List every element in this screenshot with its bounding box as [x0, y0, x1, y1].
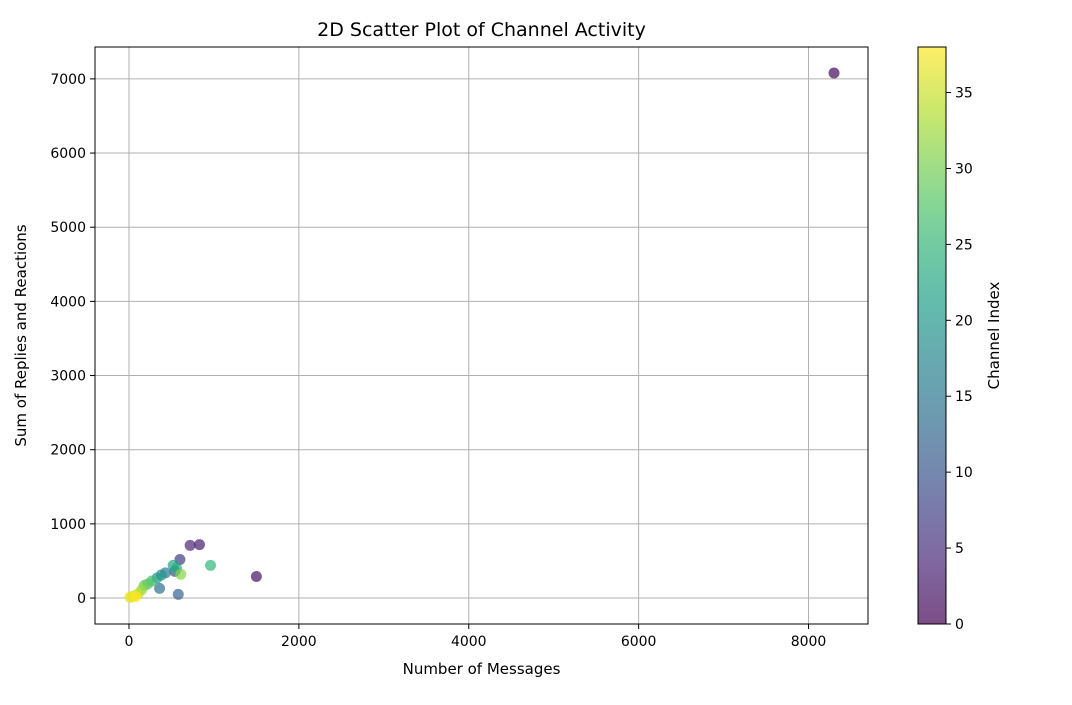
data-point — [175, 568, 187, 580]
y-axis: 0 1000 2000 3000 4000 5000 6000 7000 — [50, 72, 95, 607]
x-axis: 0 2000 4000 6000 8000 — [125, 624, 827, 650]
x-tick-label: 6000 — [621, 634, 657, 650]
chart-title: 2D Scatter Plot of Channel Activity — [317, 19, 646, 41]
colorbar-tick-label: 5 — [955, 541, 964, 557]
y-tick-label: 3000 — [50, 369, 86, 385]
plot-frame — [94, 46, 869, 625]
colorbar — [917, 46, 947, 625]
y-tick-label: 2000 — [50, 443, 86, 459]
colorbar-label: Channel Index — [985, 282, 1003, 390]
data-point — [250, 571, 262, 583]
x-tick-label: 4000 — [451, 634, 487, 650]
data-point — [154, 582, 166, 594]
colorbar-tick-label: 30 — [955, 161, 973, 177]
grid-lines — [95, 47, 868, 624]
y-tick-label: 7000 — [50, 72, 86, 88]
x-axis-label: Number of Messages — [403, 660, 561, 678]
data-point — [193, 539, 205, 551]
colorbar-tick-label: 15 — [955, 389, 973, 405]
y-tick-label: 5000 — [50, 220, 86, 236]
colorbar-tick-label: 0 — [955, 617, 964, 633]
y-tick-label: 1000 — [50, 517, 86, 533]
scatter-points — [124, 67, 840, 603]
data-point — [184, 539, 196, 551]
x-tick-label: 0 — [125, 634, 134, 650]
y-tick-label: 0 — [77, 591, 86, 607]
data-point — [172, 588, 184, 600]
x-tick-label: 8000 — [791, 634, 827, 650]
colorbar-axis: 0 5 10 15 20 25 30 35 — [946, 86, 973, 633]
data-point — [205, 559, 217, 571]
colorbar-tick-label: 20 — [955, 313, 973, 329]
y-tick-label: 4000 — [50, 294, 86, 310]
x-tick-label: 2000 — [281, 634, 317, 650]
data-point — [130, 591, 142, 603]
y-tick-label: 6000 — [50, 146, 86, 162]
y-axis-label: Sum of Replies and Reactions — [12, 224, 30, 446]
data-point — [828, 67, 840, 79]
colorbar-tick-label: 25 — [955, 237, 973, 253]
colorbar-tick-label: 10 — [955, 465, 973, 481]
colorbar-tick-label: 35 — [955, 86, 973, 102]
